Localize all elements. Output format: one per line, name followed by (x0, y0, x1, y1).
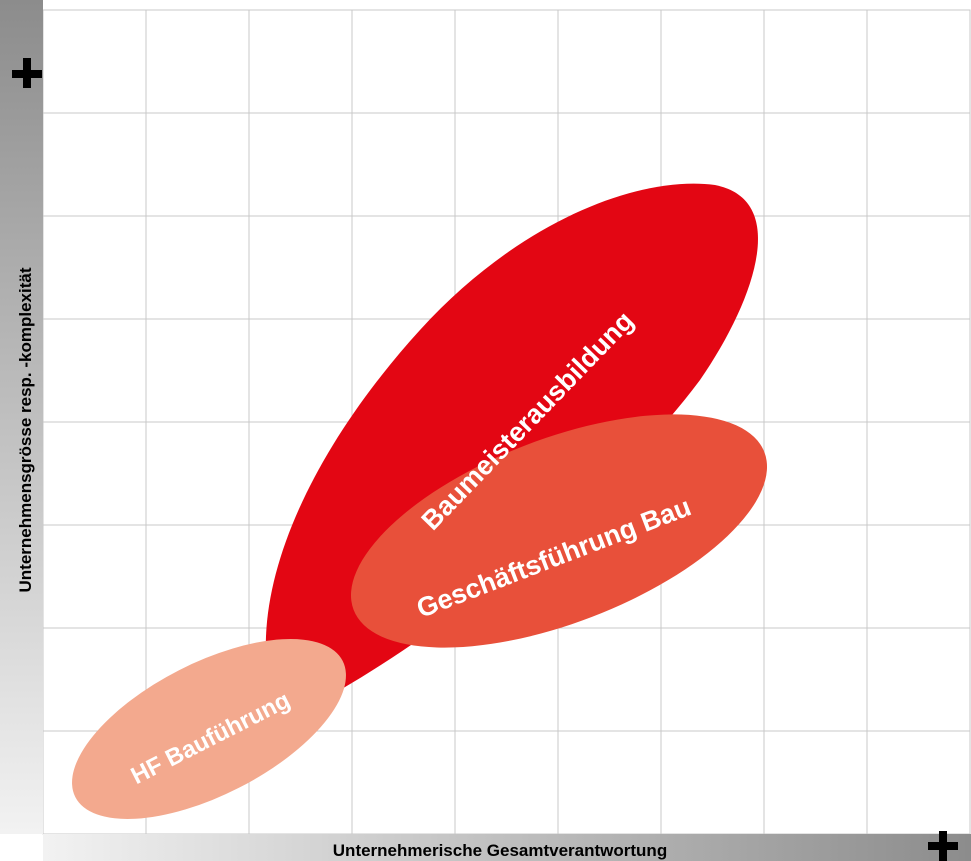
geschaeftsfuehrung-shape (350, 414, 768, 648)
x-axis-plus-icon (928, 831, 958, 861)
hf-bauf-shape (72, 639, 346, 819)
y-axis-plus-icon (12, 58, 42, 88)
x-axis-label: Unternehmerische Gesamtverantwortung (333, 841, 667, 860)
x-axis-bar (43, 834, 971, 861)
y-axis-bar (0, 0, 43, 834)
y-axis-label: Unternehmensgrösse resp. -komplexität (16, 267, 35, 592)
